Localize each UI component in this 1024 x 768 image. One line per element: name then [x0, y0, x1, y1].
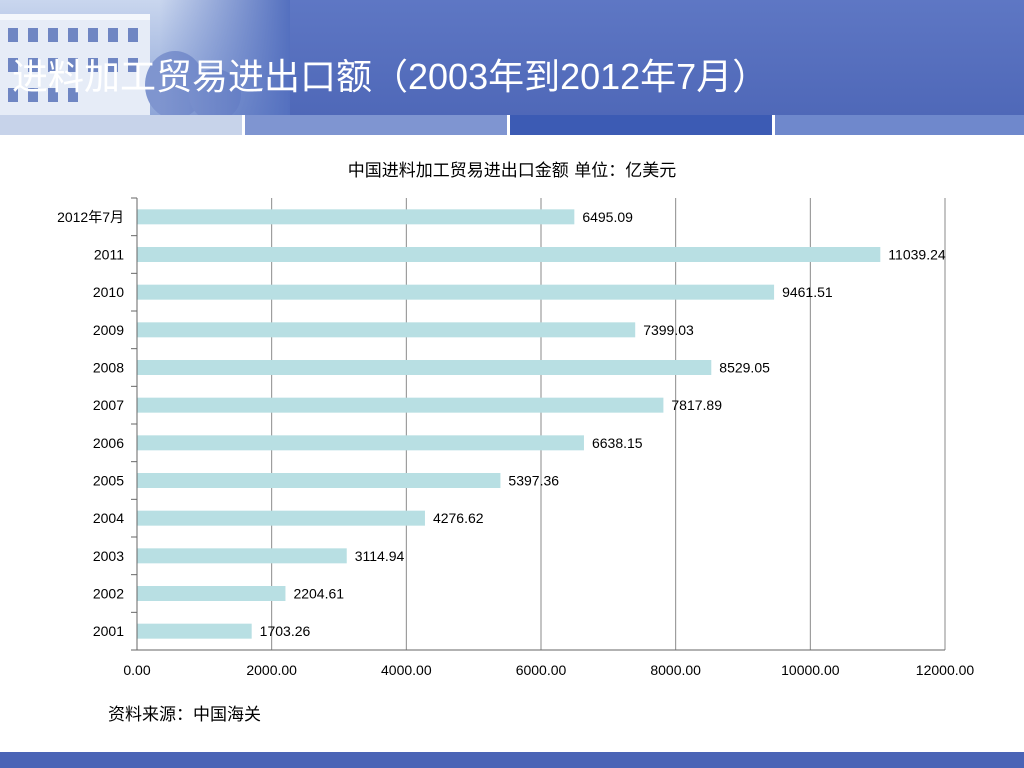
x-tick-label: 10000.00: [781, 662, 840, 678]
bar: [137, 510, 425, 526]
y-tick-label: 2007: [93, 397, 124, 413]
bar: [137, 247, 881, 262]
y-tick-label: 2012年7月: [57, 209, 124, 225]
bar: [137, 473, 501, 488]
data-label: 11039.24: [888, 247, 946, 263]
data-label: 2204.61: [293, 586, 344, 602]
slide-header: 进料加工贸易进出口额（2003年到2012年7月）: [0, 0, 1024, 115]
bar: [137, 548, 347, 564]
bar: [137, 435, 584, 451]
y-tick-label: 2005: [93, 473, 124, 489]
y-tick-label: 2001: [93, 623, 124, 639]
y-tick-label: 2008: [93, 360, 124, 376]
data-label: 7817.89: [671, 397, 722, 413]
header-band-2: [245, 115, 507, 135]
x-tick-label: 8000.00: [650, 662, 701, 678]
bar: [137, 360, 712, 375]
data-label: 1703.26: [260, 623, 311, 639]
bar-chart: 6495.09 2012年7月 11039.24 2011 9461.51 2010 739…: [57, 197, 975, 678]
slide-title: 进料加工贸易进出口额（2003年到2012年7月）: [12, 56, 769, 97]
campus-building-photo: [0, 0, 290, 115]
chart-title: 中国进料加工贸易进出口金额 单位：亿美元: [347, 161, 677, 181]
x-tick-label: 6000.00: [516, 662, 567, 678]
bar: [137, 322, 636, 338]
bar: [137, 586, 286, 601]
y-tick-label: 2009: [93, 322, 124, 338]
data-label: 6638.15: [592, 435, 643, 451]
bar: [137, 623, 252, 639]
y-tick-label: 2004: [93, 510, 124, 526]
y-tick-label: 2011: [94, 247, 124, 263]
y-tick-label: 2003: [93, 548, 124, 564]
bar: [137, 209, 575, 225]
header-band-3: [510, 115, 772, 135]
footer-bar: [0, 752, 1024, 768]
data-label: 4276.62: [433, 510, 484, 526]
data-label: 3114.94: [355, 548, 405, 564]
data-label: 8529.05: [719, 360, 770, 376]
data-label: 7399.03: [643, 322, 694, 338]
x-tick-label: 2000.00: [246, 662, 297, 678]
source-note: 资料来源：中国海关: [108, 705, 261, 725]
y-tick-label: 2010: [93, 284, 124, 300]
x-tick-label: 0.00: [123, 662, 150, 678]
y-tick-label: 2006: [93, 435, 124, 451]
bar: [137, 284, 775, 300]
bar: [137, 397, 664, 413]
data-label: 6495.09: [582, 209, 633, 225]
x-tick-label: 4000.00: [381, 662, 432, 678]
header-band-1: [0, 115, 242, 135]
y-tick-label: 2002: [93, 586, 124, 602]
data-label: 9461.51: [782, 284, 833, 300]
x-tick-label: 12000.00: [916, 662, 975, 678]
data-label: 5397.36: [508, 473, 559, 489]
header-band-4: [775, 115, 1024, 135]
